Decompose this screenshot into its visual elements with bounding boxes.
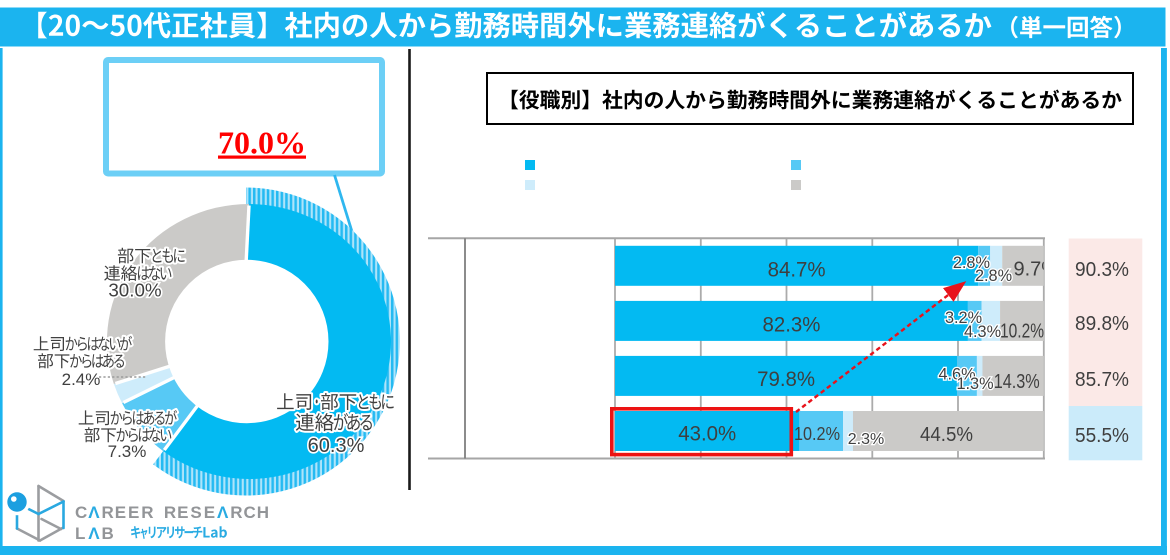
svg-text:2.8%: 2.8% (975, 267, 1012, 285)
svg-text:9.7%: 9.7% (1014, 259, 1060, 281)
svg-text:Λ: Λ (217, 503, 229, 522)
svg-text:55.5%: 55.5% (1075, 424, 1129, 447)
svg-text:89.8%: 89.8% (1075, 312, 1129, 335)
svg-text:10.2%: 10.2% (794, 423, 840, 444)
svg-text:L: L (75, 524, 85, 543)
svg-text:R: R (141, 503, 153, 522)
svg-text:2.8%: 2.8% (953, 254, 990, 272)
svg-text:E: E (204, 503, 215, 522)
svg-text:4.6%: 4.6% (938, 366, 975, 384)
svg-text:70.0%: 70.0% (218, 125, 306, 161)
svg-text:10.2%: 10.2% (1000, 321, 1044, 343)
svg-text:2.4%: 2.4% (62, 370, 101, 389)
svg-text:14.3%: 14.3% (994, 371, 1040, 393)
svg-text:H: H (257, 503, 269, 522)
svg-text:44.5%: 44.5% (920, 424, 973, 446)
svg-text:79.8%: 79.8% (757, 368, 815, 391)
svg-text:85.7%: 85.7% (1075, 368, 1129, 391)
svg-text:R: R (102, 503, 114, 522)
svg-text:2.3%: 2.3% (848, 431, 884, 448)
svg-text:43.0%: 43.0% (678, 423, 736, 446)
svg-text:C: C (75, 503, 87, 522)
svg-text:30.0%: 30.0% (108, 279, 162, 300)
svg-text:Λ: Λ (88, 503, 100, 522)
svg-text:E: E (128, 503, 139, 522)
svg-text:82.3%: 82.3% (762, 313, 820, 336)
svg-text:C: C (243, 503, 255, 522)
svg-text:E: E (177, 503, 188, 522)
svg-text:R: R (164, 503, 176, 522)
svg-text:1.3%: 1.3% (956, 375, 993, 393)
svg-text:S: S (190, 503, 201, 522)
svg-text:90.3%: 90.3% (1075, 258, 1129, 281)
svg-text:R: R (230, 503, 242, 522)
svg-text:84.7%: 84.7% (768, 258, 826, 281)
svg-text:7.3%: 7.3% (108, 442, 147, 461)
svg-text:3.2%: 3.2% (945, 309, 982, 327)
svg-text:Λ: Λ (88, 524, 100, 543)
svg-text:4.3%: 4.3% (964, 323, 1001, 341)
svg-text:E: E (115, 503, 126, 522)
svg-text:60.3%: 60.3% (308, 435, 365, 457)
svg-text:B: B (102, 524, 114, 543)
